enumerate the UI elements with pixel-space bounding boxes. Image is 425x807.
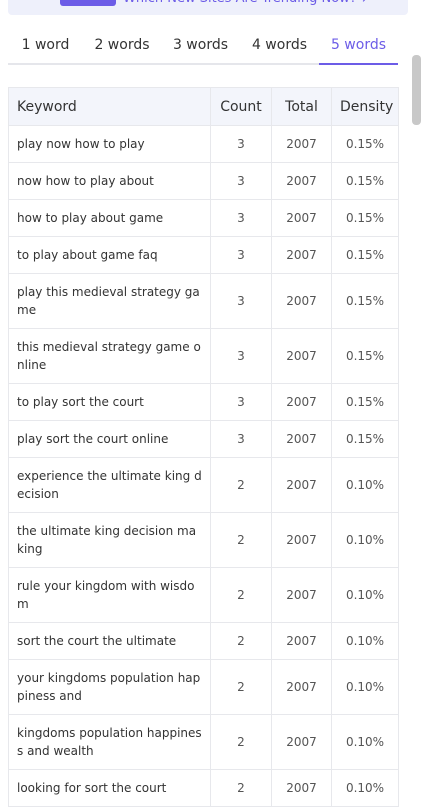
table-cell: 0.15% [331, 125, 399, 163]
table-cell: 0.10% [331, 512, 399, 568]
table-row: to play about game faq 3 2007 0.15% [8, 236, 399, 274]
table-cell: 2007 [271, 273, 332, 329]
table-body: play now how to play 3 2007 0.15% now how to… [8, 125, 399, 807]
table-cell: 2007 [271, 162, 332, 200]
table-cell: 2 [210, 567, 272, 623]
table-row: rule your kingdom with wisdom 2 2007 0.10% [8, 567, 399, 623]
table-row: looking for sort the court 2 2007 0.10% [8, 769, 399, 807]
table-row: to play sort the court 3 2007 0.15% [8, 383, 399, 421]
table-row: your kingdoms population happiness and 2 2… [8, 659, 399, 715]
table-cell: play sort the court online [8, 420, 211, 458]
table-cell: 0.15% [331, 162, 399, 200]
table-cell: 2007 [271, 769, 332, 807]
table-cell: this medieval strategy game online [8, 328, 211, 384]
page: Which New Sites Are Trending Now? ↗ 1 wo… [8, 0, 421, 807]
table-cell: 2 [210, 512, 272, 568]
table-row: the ultimate king decision making 2 2007 0.… [8, 512, 399, 568]
table-cell: 2 [210, 659, 272, 715]
table-row: play sort the court online 3 2007 0.15% [8, 420, 399, 458]
table-cell: 0.15% [331, 273, 399, 329]
tab[interactable]: 4 words [251, 37, 308, 53]
table-row: sort the court the ultimate 2 2007 0.10% [8, 622, 399, 660]
column-header: Density [331, 87, 399, 126]
table-cell: 2 [210, 457, 272, 513]
table-cell: 2007 [271, 383, 332, 421]
table-cell: 2 [210, 622, 272, 660]
table-cell: 3 [210, 199, 272, 237]
tab[interactable]: 5 words [319, 26, 398, 65]
table-row: now how to play about 3 2007 0.15% [8, 162, 399, 200]
banner[interactable]: Which New Sites Are Trending Now? ↗ [8, 0, 408, 15]
table-cell: 0.15% [331, 236, 399, 274]
table-cell: 2007 [271, 420, 332, 458]
table-cell: 2007 [271, 567, 332, 623]
table-row: this medieval strategy game online 3 2007 0… [8, 328, 399, 384]
table-cell: 0.10% [331, 457, 399, 513]
table-cell: 3 [210, 125, 272, 163]
tab[interactable]: 2 words [94, 37, 150, 53]
column-header: Total [271, 87, 332, 126]
table-cell: now how to play about [8, 162, 211, 200]
table-cell: 2007 [271, 512, 332, 568]
table-cell: 0.15% [331, 383, 399, 421]
table-cell: 0.10% [331, 769, 399, 807]
table-cell: 3 [210, 273, 272, 329]
column-header: Count [210, 87, 272, 126]
table-row: experience the ultimate king decision 2 20… [8, 457, 399, 513]
table-cell: 0.15% [331, 420, 399, 458]
table-cell: 2007 [271, 199, 332, 237]
table-cell: how to play about game [8, 199, 211, 237]
table-cell: 2007 [271, 659, 332, 715]
table-cell: kingdoms population happiness and wealth [8, 714, 211, 770]
table-cell: rule your kingdom with wisdom [8, 567, 211, 623]
table-cell: looking for sort the court [8, 769, 211, 807]
table-cell: play this medieval strategy game [8, 273, 211, 329]
table-cell: 2007 [271, 457, 332, 513]
column-header: Keyword [8, 87, 211, 126]
table-cell: your kingdoms population happiness and [8, 659, 211, 715]
keyword-table: Keyword Count Total Density play now how to… [8, 87, 399, 807]
tabs: 1 word 2 words 3 words 4 words 5 words [8, 26, 398, 65]
tab[interactable]: 1 word [21, 37, 70, 53]
table-cell: the ultimate king decision making [8, 512, 211, 568]
table-cell: 3 [210, 162, 272, 200]
header-row: Keyword Count Total Density [8, 87, 399, 126]
table-cell: 2007 [271, 328, 332, 384]
table-cell: 3 [210, 383, 272, 421]
table-cell: experience the ultimate king decision [8, 457, 211, 513]
table-cell: sort the court the ultimate [8, 622, 211, 660]
table-cell: 2 [210, 769, 272, 807]
table-cell: 2007 [271, 622, 332, 660]
table-row: kingdoms population happiness and wealth… [8, 714, 399, 770]
table-cell: to play sort the court [8, 383, 211, 421]
badge [60, 0, 116, 6]
table-cell: 3 [210, 236, 272, 274]
table-row: play now how to play 3 2007 0.15% [8, 125, 399, 163]
table-cell: 2007 [271, 714, 332, 770]
table-cell: play now how to play [8, 125, 211, 163]
banner-text[interactable]: Which New Sites Are Trending Now? ↗ [123, 0, 372, 6]
tab[interactable]: 3 words [172, 37, 229, 53]
scrollbar[interactable] [412, 55, 421, 125]
table-cell: 0.10% [331, 622, 399, 660]
table-cell: 0.15% [331, 328, 399, 384]
table-cell: 3 [210, 328, 272, 384]
table-cell: 3 [210, 420, 272, 458]
table-row: play this medieval strategy game 3 2007 0.1… [8, 273, 399, 329]
table-cell: 0.15% [331, 199, 399, 237]
table-cell: to play about game faq [8, 236, 211, 274]
table-row: how to play about game 3 2007 0.15% [8, 199, 399, 237]
table-cell: 0.10% [331, 567, 399, 623]
table-cell: 0.10% [331, 714, 399, 770]
table-cell: 0.10% [331, 659, 399, 715]
table-cell: 2007 [271, 236, 332, 274]
table-cell: 2007 [271, 125, 332, 163]
table-cell: 2 [210, 714, 272, 770]
